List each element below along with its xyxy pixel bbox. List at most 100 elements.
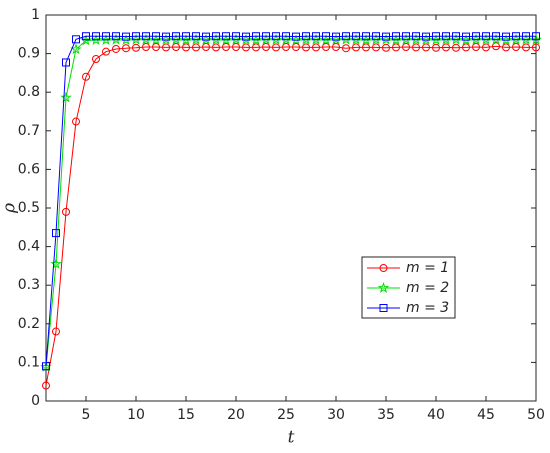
marker — [502, 43, 510, 52]
marker — [212, 32, 220, 41]
marker — [302, 43, 310, 52]
marker — [492, 42, 500, 51]
x-tick-label: 35 — [377, 407, 395, 423]
marker — [322, 43, 330, 52]
marker — [262, 32, 270, 41]
marker — [332, 43, 340, 52]
marker — [222, 32, 230, 41]
marker — [312, 43, 320, 52]
marker — [142, 43, 150, 52]
marker — [272, 32, 280, 41]
marker — [322, 32, 330, 41]
marker — [402, 43, 410, 52]
marker — [72, 35, 80, 44]
marker — [352, 43, 360, 52]
y-tick-label: 0.5 — [18, 200, 40, 216]
marker — [232, 43, 240, 52]
y-tick-label: 0.6 — [18, 161, 40, 177]
marker — [422, 43, 430, 52]
marker — [282, 32, 290, 41]
marker — [202, 43, 210, 52]
marker — [132, 32, 140, 41]
marker — [522, 43, 530, 52]
marker — [472, 43, 480, 52]
marker — [402, 32, 410, 41]
x-tick-label: 45 — [477, 407, 495, 423]
marker — [272, 43, 280, 52]
x-tick-label: 20 — [227, 407, 245, 423]
marker — [379, 264, 388, 272]
marker — [172, 32, 180, 41]
marker — [192, 32, 200, 41]
marker — [292, 43, 300, 52]
marker — [252, 43, 260, 52]
marker — [262, 43, 270, 52]
marker — [502, 32, 510, 41]
marker — [442, 32, 450, 41]
marker — [442, 43, 450, 52]
marker — [152, 43, 160, 52]
plot-box — [45, 14, 537, 402]
marker — [342, 44, 350, 53]
marker — [342, 32, 350, 41]
y-tick-label: 0 — [31, 393, 40, 409]
marker — [92, 55, 100, 64]
marker — [42, 362, 50, 371]
marker — [162, 43, 170, 52]
marker — [452, 32, 460, 41]
marker — [62, 207, 70, 216]
y-tick-label: 1 — [31, 7, 40, 23]
marker — [102, 47, 110, 56]
x-tick-label: 30 — [327, 407, 345, 423]
marker — [332, 32, 340, 41]
marker — [112, 44, 120, 53]
marker — [302, 32, 310, 41]
x-tick-label: 5 — [82, 407, 91, 423]
x-tick-label: 25 — [277, 407, 295, 423]
series-line — [45, 39, 536, 368]
marker — [182, 32, 190, 41]
marker — [512, 32, 520, 41]
marker — [252, 32, 260, 41]
marker — [132, 43, 140, 52]
y-tick-label: 0.1 — [18, 354, 40, 370]
marker — [212, 43, 220, 52]
marker — [72, 117, 80, 126]
marker — [202, 32, 210, 41]
marker — [362, 43, 370, 52]
marker — [412, 43, 420, 52]
marker — [292, 32, 300, 41]
marker — [242, 43, 250, 52]
y-tick-label: 0.3 — [18, 277, 40, 293]
marker — [82, 72, 90, 81]
marker — [102, 32, 110, 41]
marker — [82, 32, 90, 41]
x-tick-label: 50 — [527, 407, 545, 423]
marker — [482, 43, 490, 52]
marker — [52, 229, 60, 238]
marker — [162, 32, 170, 41]
marker — [192, 43, 200, 52]
marker — [122, 32, 130, 41]
marker — [432, 43, 440, 52]
marker — [60, 91, 72, 103]
marker — [222, 43, 230, 52]
y-tick-label: 0.2 — [18, 316, 40, 332]
marker — [532, 43, 540, 52]
marker — [112, 32, 120, 41]
marker — [92, 32, 100, 41]
marker — [532, 32, 540, 41]
marker — [462, 43, 470, 52]
marker — [52, 327, 60, 336]
legend-label: m = 3 — [406, 300, 449, 316]
marker — [462, 32, 470, 41]
marker — [422, 32, 430, 41]
marker — [312, 32, 320, 41]
marker — [42, 381, 50, 390]
marker — [472, 32, 480, 41]
marker — [62, 58, 70, 67]
marker — [372, 43, 380, 52]
y-axis-label: ρ — [0, 203, 20, 214]
x-tick-label: 40 — [427, 407, 445, 423]
